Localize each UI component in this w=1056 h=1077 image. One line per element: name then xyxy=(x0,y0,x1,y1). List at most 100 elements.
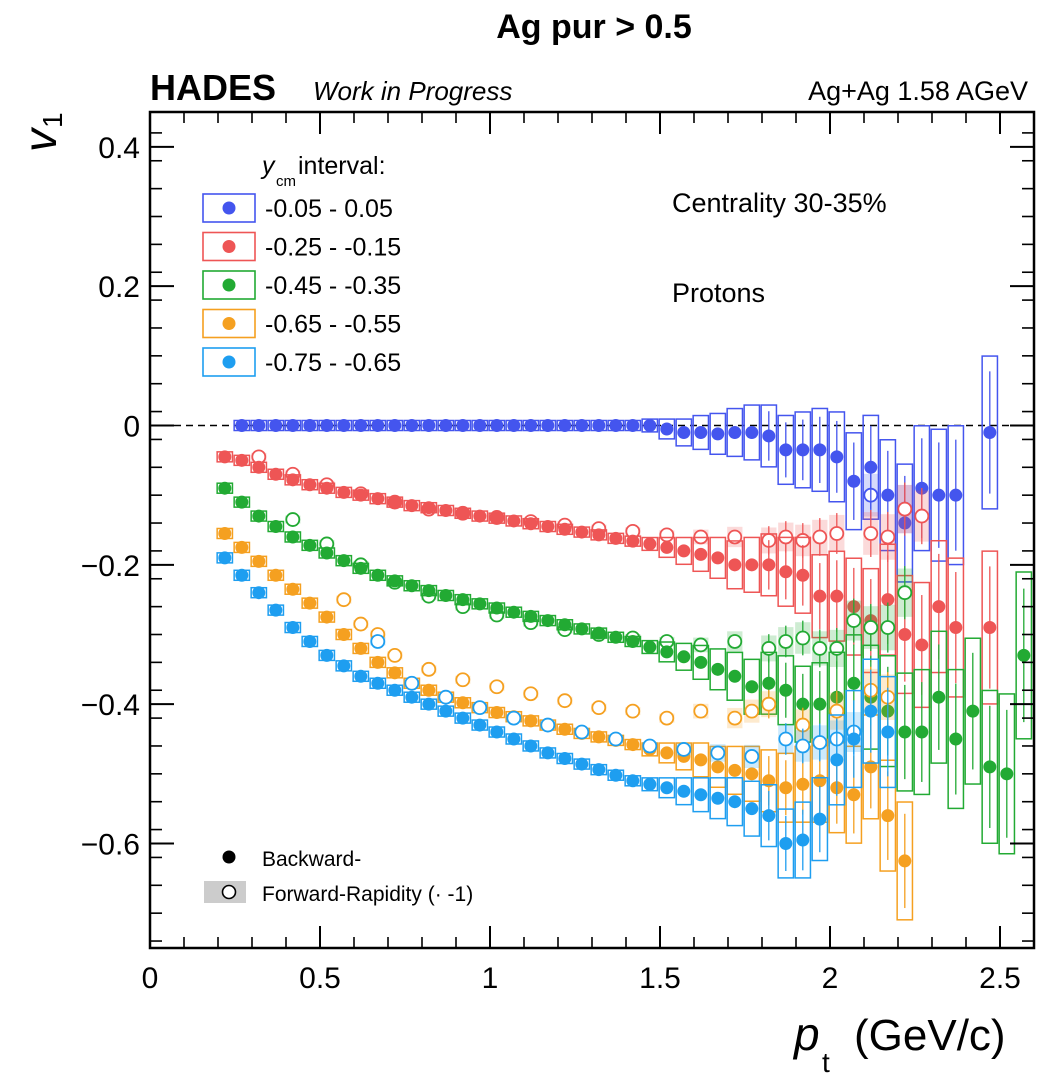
backward-point xyxy=(524,517,538,531)
legend-title-text: interval: xyxy=(298,152,386,180)
backward-point xyxy=(218,551,232,565)
forward-point xyxy=(778,634,794,649)
backward-point xyxy=(677,425,691,439)
backward-point xyxy=(677,544,691,558)
forward-point xyxy=(574,724,590,740)
forward-point xyxy=(727,710,743,726)
forward-point xyxy=(829,526,845,541)
backward-point xyxy=(813,589,827,603)
backward-sys-box xyxy=(794,801,812,879)
backward-point xyxy=(388,419,402,432)
legend-entry-label: -0.05 - 0.05 xyxy=(265,195,393,223)
backward-sys-box xyxy=(726,540,744,590)
backward-point xyxy=(745,802,759,816)
series-5 xyxy=(216,551,897,879)
backward-point xyxy=(1000,767,1014,781)
x-tick-label: 1 xyxy=(482,962,499,995)
backward-point xyxy=(847,732,861,746)
y-tick-label: −0.2 xyxy=(81,550,140,583)
backward-point xyxy=(388,574,402,588)
backward-sys-box xyxy=(828,411,846,503)
backward-point xyxy=(728,795,742,809)
backward-point xyxy=(745,767,759,781)
forward-point xyxy=(795,738,811,754)
backward-point xyxy=(405,579,419,593)
backward-sys-box xyxy=(913,425,931,552)
backward-sys-box xyxy=(709,648,727,691)
backward-point xyxy=(575,757,589,771)
backward-point xyxy=(643,419,657,432)
backward-point xyxy=(541,419,555,432)
forward-point xyxy=(421,661,437,677)
x-axis-label-subscript: t xyxy=(822,1047,830,1077)
backward-point xyxy=(694,788,708,802)
forward-point xyxy=(642,738,658,754)
backward-point xyxy=(524,609,538,623)
particle-annotation: Protons xyxy=(672,278,765,308)
backward-point xyxy=(949,488,963,502)
x-axis-title: p t (GeV/c) xyxy=(792,1008,1006,1077)
backward-point xyxy=(354,669,368,683)
backward-sys-box xyxy=(692,536,710,573)
backward-sys-box xyxy=(760,783,778,848)
x-tick-label: 2.5 xyxy=(979,962,1021,995)
forward-point xyxy=(336,592,352,608)
backward-point xyxy=(626,419,640,432)
backward-point xyxy=(728,425,742,439)
backward-point xyxy=(626,774,640,788)
backward-point xyxy=(439,588,453,602)
forward-point xyxy=(863,620,879,635)
backward-point xyxy=(252,554,266,568)
backward-sys-box xyxy=(692,777,710,813)
backward-point xyxy=(439,704,453,718)
backward-point xyxy=(541,614,555,628)
forward-point xyxy=(438,689,454,705)
backward-point xyxy=(558,722,572,736)
backward-point xyxy=(541,520,555,534)
backward-point xyxy=(864,460,878,474)
backward-sys-box xyxy=(726,407,744,458)
forward-point xyxy=(370,634,386,649)
backward-point xyxy=(371,492,385,506)
backward-point xyxy=(558,522,572,536)
backward-point xyxy=(269,568,283,582)
backward-point xyxy=(473,419,487,432)
forward-point xyxy=(676,742,692,757)
backward-point xyxy=(745,680,759,694)
backward-point xyxy=(949,621,963,635)
backward-point xyxy=(932,690,946,704)
backward-point xyxy=(711,760,725,774)
backward-point xyxy=(320,610,334,624)
backward-point xyxy=(592,626,606,640)
y-axis-title: v 1 xyxy=(14,112,68,152)
backward-sys-box xyxy=(998,693,1016,855)
backward-sys-box xyxy=(658,641,676,663)
backward-point xyxy=(983,621,997,635)
backward-sys-box xyxy=(947,425,965,566)
backward-point xyxy=(779,781,793,795)
backward-point xyxy=(405,499,419,513)
legend-title-symbol: y xyxy=(260,152,276,180)
backward-point xyxy=(218,481,232,495)
backward-point xyxy=(235,568,249,582)
backward-point xyxy=(711,551,725,565)
backward-sys-box xyxy=(726,745,744,796)
backward-points xyxy=(216,481,1033,855)
backward-point xyxy=(269,467,283,481)
x-tick-label: 0.5 xyxy=(299,962,341,995)
backward-point xyxy=(694,547,708,561)
backward-point xyxy=(779,837,793,850)
backward-point xyxy=(354,419,368,432)
legend-swatch-box xyxy=(202,347,256,377)
backward-point xyxy=(337,554,351,568)
y-tick-label: −0.4 xyxy=(81,689,140,722)
forward-point xyxy=(285,512,301,527)
backward-point xyxy=(983,425,997,439)
backward-sys-box xyxy=(692,414,710,451)
backward-point xyxy=(796,697,810,711)
backward-point xyxy=(422,584,436,598)
y-axis-label-subscript: 1 xyxy=(37,112,68,128)
backward-point xyxy=(847,676,861,690)
y-axis-label: v xyxy=(14,126,66,152)
x-tick-label: 2 xyxy=(822,962,839,995)
